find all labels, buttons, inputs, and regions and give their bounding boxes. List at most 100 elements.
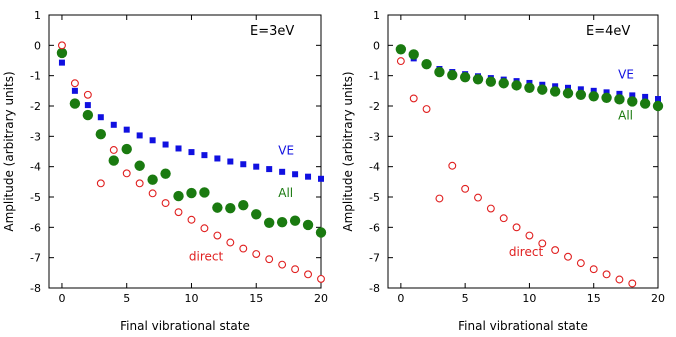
direct-point [409, 94, 418, 103]
ve-point [123, 126, 130, 133]
all-point [472, 74, 484, 85]
ve-point [240, 161, 247, 168]
all-point [225, 203, 236, 214]
all-point [601, 92, 612, 104]
x-tick-label: 10 [184, 292, 198, 305]
panel-energy-label: E=4eV [586, 24, 630, 39]
ve-point [577, 86, 584, 93]
ve-point [292, 171, 299, 178]
ve-point [642, 93, 649, 100]
ve-point [253, 163, 260, 170]
series-annotation: All [618, 109, 633, 123]
series-annotation: direct [509, 245, 544, 259]
all-point [652, 100, 664, 112]
series-annotation: direct [189, 250, 224, 264]
x-tick-label: 20 [314, 292, 328, 305]
direct-point [200, 224, 209, 233]
all-point [289, 215, 301, 226]
x-axis-label: Final vibrational state [120, 319, 250, 333]
direct-point [486, 204, 495, 213]
direct-point [96, 179, 105, 188]
ve-point [110, 121, 117, 128]
direct-point [461, 184, 470, 193]
direct-point [135, 179, 144, 188]
ve-point [629, 92, 636, 99]
x-tick-label: 5 [462, 292, 469, 305]
all-point [121, 143, 132, 155]
ve-point [603, 89, 610, 96]
direct-point [265, 255, 274, 264]
all-point [56, 47, 68, 59]
y-tick-label: -2 [30, 100, 41, 113]
plot-frame [48, 14, 322, 289]
all-point [238, 199, 249, 211]
series-annotation: VE [278, 144, 294, 158]
ve-point [590, 87, 597, 94]
all-point [627, 96, 638, 107]
y-tick-label: -3 [30, 130, 41, 143]
ve-point [227, 158, 234, 165]
ve-point [188, 149, 195, 156]
all-point [639, 98, 651, 109]
y-tick-label: -5 [369, 191, 380, 204]
ve-point [149, 137, 156, 144]
direct-point [576, 259, 585, 268]
y-tick-label: -4 [369, 161, 380, 174]
all-point [537, 84, 548, 95]
direct-point [615, 275, 624, 284]
all-point [524, 82, 535, 94]
y-tick-label: -5 [30, 191, 41, 204]
all-point [511, 80, 522, 91]
direct-point [602, 270, 611, 279]
y-tick-label: 1 [34, 9, 41, 22]
ve-point [565, 84, 571, 91]
direct-point [628, 279, 637, 288]
direct-point [291, 265, 300, 274]
all-point [276, 216, 288, 228]
x-tick-label: 15 [587, 292, 601, 305]
all-point [160, 168, 171, 179]
y-tick-label: -6 [369, 221, 380, 234]
all-point [95, 129, 107, 140]
all-point [588, 91, 599, 102]
x-tick-label: 20 [651, 292, 665, 305]
direct-point [499, 214, 508, 223]
plot-frame [387, 14, 659, 289]
all-point [147, 174, 158, 185]
direct-point [239, 244, 248, 253]
direct-point [538, 239, 547, 248]
ve-point [162, 141, 169, 148]
ve-point [305, 173, 312, 180]
x-axis-label: Final vibrational state [458, 319, 588, 333]
direct-point [83, 90, 92, 99]
series-annotation: All [278, 186, 293, 200]
y-tick-label: -1 [369, 70, 380, 83]
direct-point [58, 41, 66, 50]
direct-point [551, 246, 560, 255]
ve-point [616, 90, 623, 97]
y-tick-label: -8 [369, 282, 380, 295]
all-point [562, 88, 574, 99]
y-tick-label: 0 [373, 39, 380, 52]
all-point [251, 209, 262, 220]
ve-point [214, 155, 221, 162]
ve-point [97, 114, 104, 121]
series-annotation: VE [618, 68, 634, 82]
all-point [421, 58, 432, 70]
direct-point [109, 146, 118, 154]
ve-point [318, 175, 324, 182]
direct-point [396, 57, 405, 66]
y-tick-label: -2 [369, 100, 380, 113]
direct-point [525, 231, 534, 240]
direct-point [161, 199, 170, 208]
all-point [485, 76, 497, 87]
y-tick-label: 1 [373, 9, 380, 22]
direct-point [278, 260, 287, 269]
all-point [82, 109, 94, 121]
y-tick-label: -1 [30, 70, 41, 83]
direct-point [187, 215, 196, 224]
all-point [199, 187, 210, 198]
x-tick-label: 5 [123, 292, 130, 305]
